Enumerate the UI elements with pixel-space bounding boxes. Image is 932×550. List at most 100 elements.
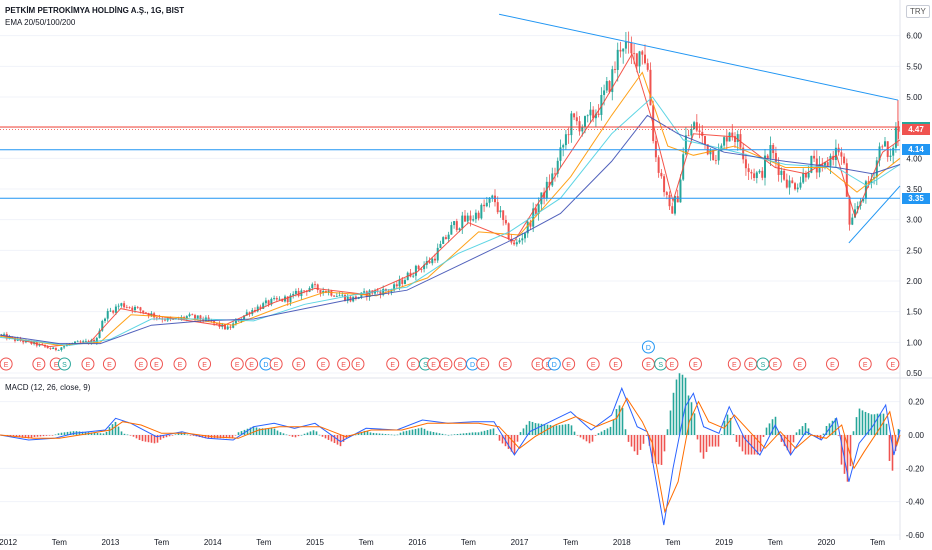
macd-histogram-bar <box>846 435 849 482</box>
candle-body <box>594 113 597 119</box>
event-marker-d <box>547 357 561 371</box>
candle-body <box>807 172 810 178</box>
macd-histogram-bar <box>639 435 642 450</box>
candle-body <box>750 171 753 174</box>
candle-body <box>687 135 690 137</box>
macd-histogram-bar <box>687 395 690 435</box>
event-marker-label: E <box>37 362 42 369</box>
macd-histogram-bar <box>663 435 666 452</box>
macd-histogram-bar <box>114 421 117 435</box>
candle-body <box>488 197 491 203</box>
event-marker-label: D <box>552 362 557 369</box>
candle-body <box>736 134 739 142</box>
candle-body <box>469 215 472 221</box>
candle-body <box>586 115 589 117</box>
macd-histogram-bar <box>579 435 582 438</box>
price-badge: 4.47 <box>902 124 930 135</box>
candle-body <box>267 300 270 305</box>
candle-body <box>854 209 856 218</box>
candle-body <box>624 41 627 49</box>
candle-body <box>802 172 805 183</box>
macd-histogram-bar <box>849 435 852 467</box>
price-badge: 4.14 <box>902 144 930 156</box>
macd-histogram-bar <box>453 434 456 435</box>
macd-histogram-bar <box>549 425 552 435</box>
event-marker-e <box>793 357 807 371</box>
candle-body <box>646 63 649 70</box>
macd-histogram-bar <box>126 434 129 436</box>
macd-histogram-bar <box>528 421 531 435</box>
event-marker-label: E <box>178 362 183 369</box>
macd-histogram-bar <box>12 435 15 437</box>
macd-histogram-bar <box>150 435 153 443</box>
macd-histogram-bar <box>225 435 228 439</box>
macd-histogram-bar <box>672 392 675 435</box>
candle-body <box>74 341 76 344</box>
candle-body <box>278 298 281 300</box>
macd-histogram-bar <box>729 417 732 435</box>
candle-body <box>455 221 458 231</box>
macd-histogram-bar <box>480 431 483 435</box>
macd-histogram-bar <box>174 434 177 435</box>
candle-body <box>794 183 796 190</box>
event-marker-label: E <box>613 362 618 369</box>
candle-body <box>259 306 262 309</box>
macd-tick-label: -0.60 <box>906 531 925 540</box>
macd-histogram-bar <box>486 430 489 435</box>
candle-body <box>597 113 600 115</box>
candle-body <box>791 180 794 184</box>
macd-histogram-bar <box>843 435 846 474</box>
event-marker-e <box>768 357 782 371</box>
macd-histogram-bar <box>51 435 54 436</box>
macd-histogram-bar <box>258 428 261 435</box>
candle-body <box>676 196 679 203</box>
macd-histogram-bar <box>771 419 774 435</box>
macd-histogram-bar <box>882 413 885 435</box>
macd-indicator-label[interactable]: MACD (12, 26, close, 9) <box>5 383 91 392</box>
candle-body <box>521 238 524 241</box>
candle-body <box>60 347 63 351</box>
candle-body <box>112 310 115 313</box>
macd-histogram-bar <box>273 428 276 435</box>
candle-body <box>526 221 529 234</box>
macd-histogram-bar <box>18 435 21 438</box>
macd-histogram-bar <box>435 432 438 435</box>
event-marker-e <box>81 357 95 371</box>
candle-body <box>393 284 396 291</box>
macd-histogram-bar <box>636 435 639 455</box>
price-tick-label: 0.50 <box>906 369 922 378</box>
macd-histogram-bar <box>642 435 645 444</box>
macd-histogram-bar <box>207 435 210 439</box>
candle-body <box>404 280 406 284</box>
macd-histogram-bar <box>660 435 663 465</box>
macd-histogram-bar <box>795 432 798 435</box>
candle-body <box>57 350 60 351</box>
candle-body <box>3 333 6 335</box>
candle-body <box>123 303 126 308</box>
ema-indicator-label[interactable]: EMA 20/50/100/200 <box>5 18 76 27</box>
macd-histogram-bar <box>219 435 222 439</box>
candle-body <box>395 284 398 287</box>
candle-body <box>502 210 505 220</box>
candle-body <box>878 146 881 161</box>
candle-body <box>884 141 886 147</box>
candle-body <box>712 149 715 161</box>
event-marker-label: E <box>296 362 301 369</box>
candle-body <box>504 219 507 224</box>
macd-histogram-bar <box>288 435 291 436</box>
candle-body <box>616 49 619 70</box>
macd-histogram-bar <box>261 428 264 435</box>
candle-body <box>494 195 496 203</box>
candle-body <box>303 290 306 292</box>
candle-body <box>104 318 106 321</box>
candle-body <box>840 152 843 157</box>
event-marker-e <box>0 357 13 371</box>
price-tick-label: 5.50 <box>906 62 922 71</box>
event-marker-label: E <box>444 362 449 369</box>
macd-histogram-bar <box>570 425 573 435</box>
candle-body <box>684 135 687 155</box>
macd-histogram-bar <box>324 435 327 439</box>
candle-body <box>49 348 52 350</box>
candle-body <box>769 144 772 159</box>
